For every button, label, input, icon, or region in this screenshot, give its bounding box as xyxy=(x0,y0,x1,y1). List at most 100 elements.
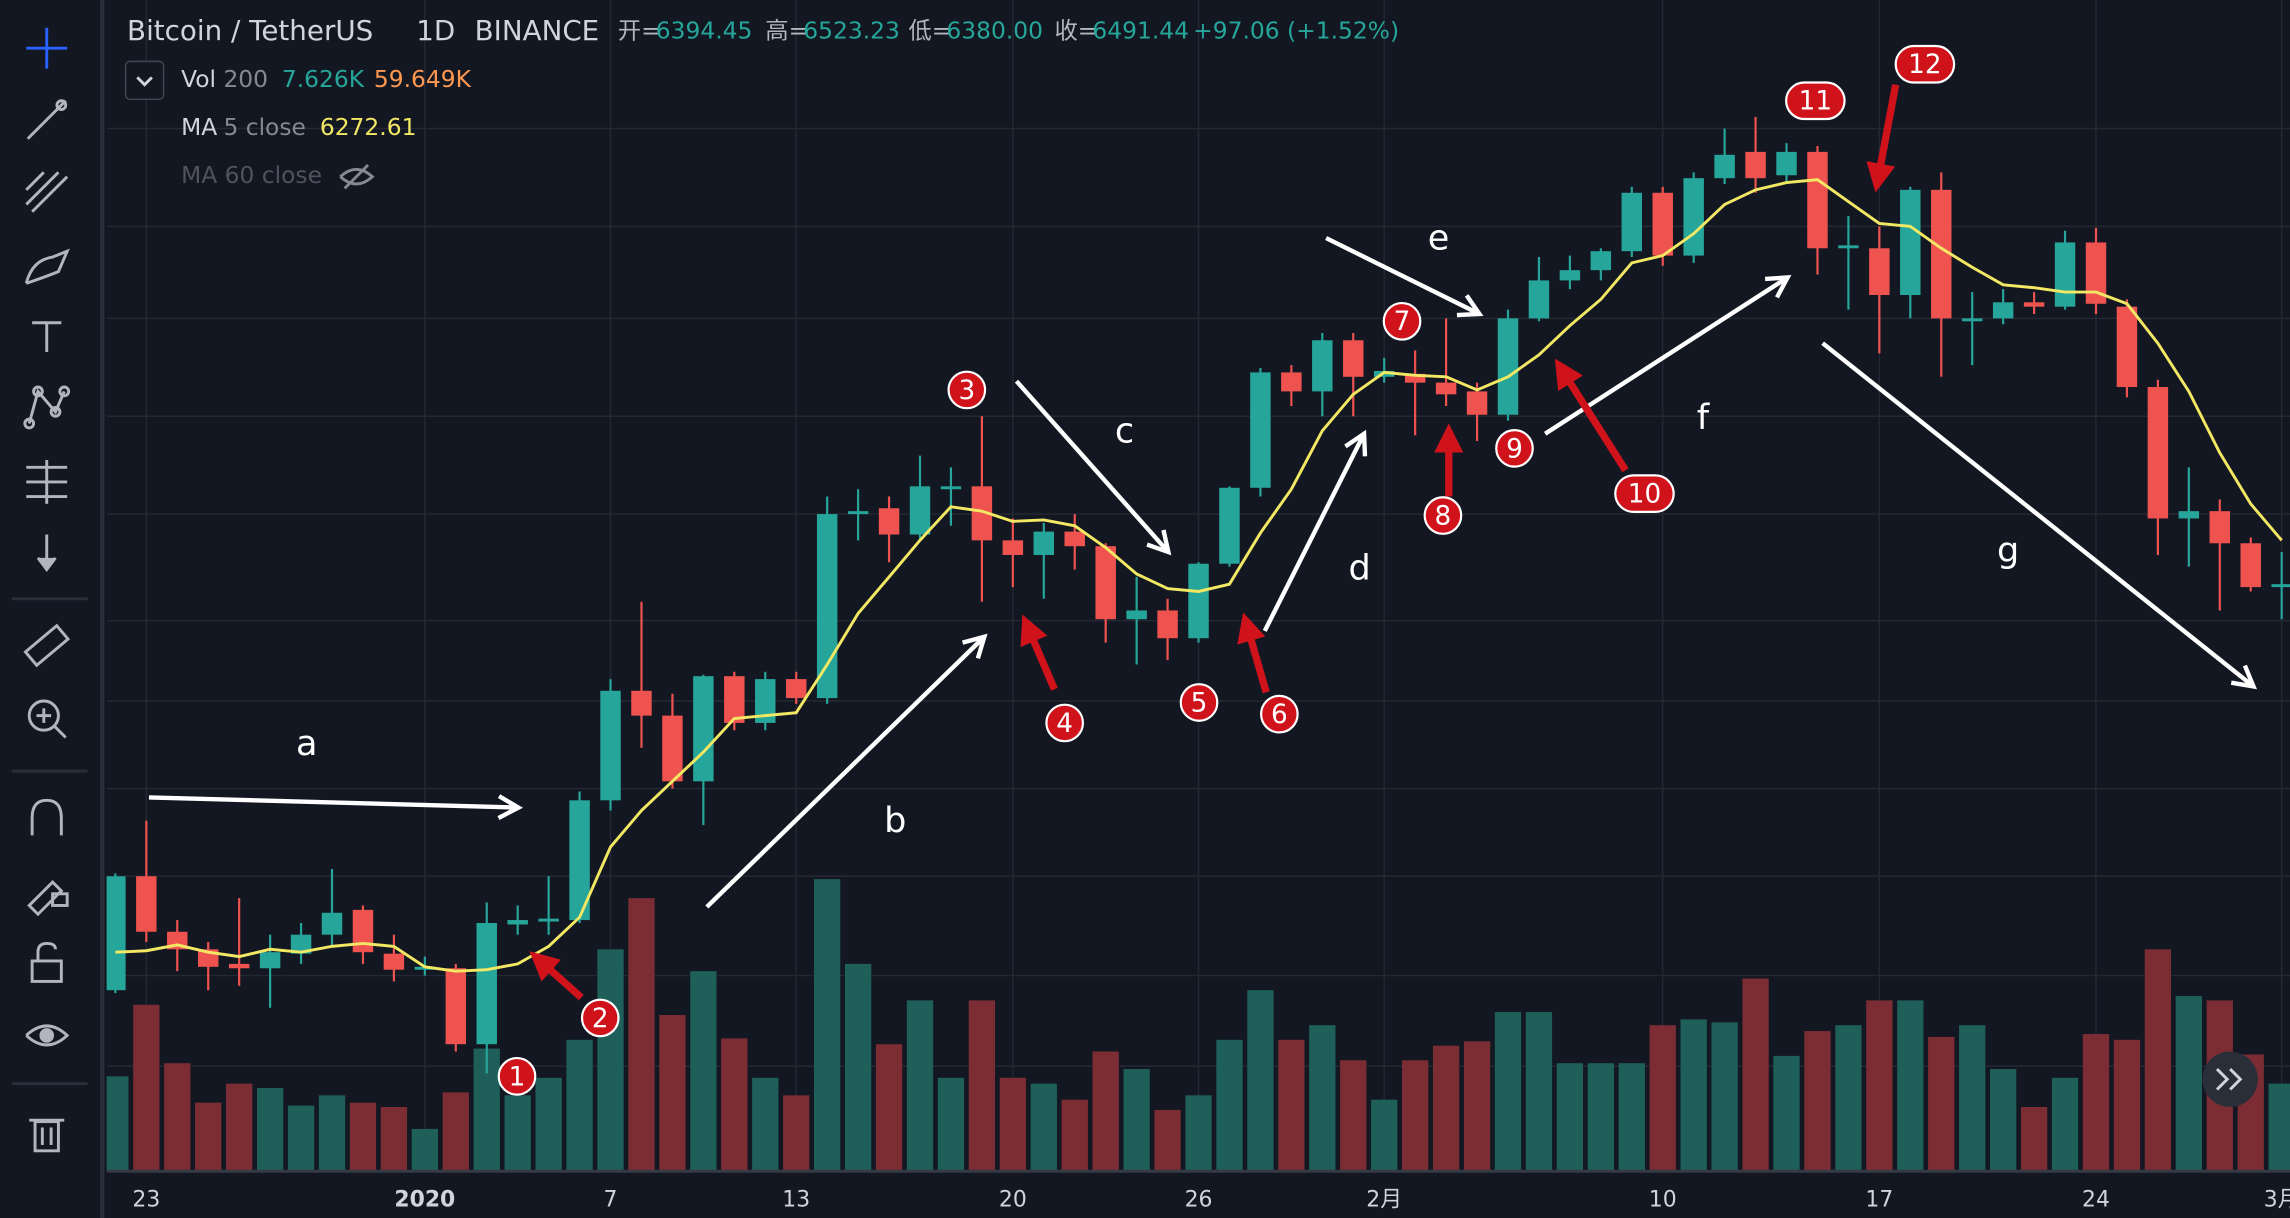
candle-body xyxy=(1745,151,1766,179)
volume-bar xyxy=(1804,1031,1831,1172)
marker-label: 3 xyxy=(958,376,975,406)
x-tick-label: 20 xyxy=(999,1187,1027,1212)
volume-bar xyxy=(442,1092,469,1172)
lock-drawing-tool[interactable] xyxy=(27,880,69,917)
scroll-circle[interactable] xyxy=(2202,1051,2258,1108)
ohlc-value: 6491.44 xyxy=(1092,17,1189,45)
marker-label: 6 xyxy=(1271,700,1288,730)
volume-bar xyxy=(1061,1099,1088,1172)
zoom-tool[interactable] xyxy=(27,699,67,739)
candle-body xyxy=(2085,242,2107,304)
magnet-tool[interactable] xyxy=(30,798,63,836)
volume-bar xyxy=(1216,1039,1243,1172)
scroll-icon xyxy=(2215,1068,2243,1091)
marker-label: 9 xyxy=(1506,434,1523,464)
volume-bar xyxy=(1463,1041,1491,1172)
candle-body xyxy=(1559,270,1581,281)
marker-arrows xyxy=(529,84,1900,1001)
brush-tool[interactable] xyxy=(24,248,70,285)
prediction-tool[interactable] xyxy=(26,460,68,504)
arrow-tool[interactable] xyxy=(36,534,57,573)
candle-body xyxy=(1466,391,1488,415)
volume-bar xyxy=(2175,996,2202,1172)
arrow xyxy=(1237,612,1270,694)
candle-body xyxy=(1807,151,1828,249)
volume-bar xyxy=(226,1083,253,1172)
volume-bar xyxy=(844,963,872,1172)
marker-badge xyxy=(1894,44,1956,84)
wave-label: g xyxy=(1997,530,2019,571)
fib-tool[interactable] xyxy=(25,171,69,213)
volume-bar xyxy=(1556,1063,1584,1172)
symbol: Bitcoin / TetherUS xyxy=(127,14,373,47)
volume-bar xyxy=(566,1039,593,1172)
candle-body xyxy=(971,486,993,541)
volume-bar xyxy=(1928,1036,1955,1172)
candle-body xyxy=(1157,610,1178,639)
interval[interactable]: 1D xyxy=(416,14,455,47)
vol-name: Vol xyxy=(181,65,216,93)
volume-bar xyxy=(1092,1051,1119,1172)
volume-bar xyxy=(1278,1039,1305,1172)
ohlc-value: 6380.00 xyxy=(946,17,1043,45)
ohlc-label: 开= xyxy=(618,17,661,45)
candle-body xyxy=(106,876,126,991)
candle-body xyxy=(1683,178,1704,256)
candle-body xyxy=(755,679,776,723)
volume-bar xyxy=(133,1004,160,1172)
pattern-tool[interactable] xyxy=(23,385,71,430)
marker-label: 1 xyxy=(509,1062,526,1092)
volume-bar xyxy=(1432,1045,1460,1172)
scroll-button[interactable] xyxy=(2202,1051,2258,1108)
vol-ma-value: 59.649K xyxy=(374,65,472,93)
text-tool[interactable] xyxy=(32,321,62,352)
collapse-button[interactable] xyxy=(124,60,165,101)
volume-bar xyxy=(814,879,841,1172)
delete-tool[interactable] xyxy=(29,1118,65,1153)
volume-bar xyxy=(1680,1019,1707,1172)
volume-bar xyxy=(968,1000,996,1172)
candle-body xyxy=(259,952,281,969)
volume-bar xyxy=(2082,1033,2110,1172)
legend: Bitcoin / TetherUS 1D BINANCE 开=6394.45 高… xyxy=(124,14,1399,190)
wave-label: a xyxy=(296,723,317,764)
candle-body xyxy=(631,690,652,716)
ruler-tool[interactable] xyxy=(23,623,71,668)
wave-label: b xyxy=(884,800,906,841)
crosshair-tool[interactable] xyxy=(26,27,68,69)
candle-body xyxy=(1033,531,1055,555)
volume-bar xyxy=(628,898,655,1172)
marker-label: 8 xyxy=(1435,501,1452,531)
volume-bar xyxy=(752,1077,779,1172)
x-tick-label: 10 xyxy=(1649,1187,1677,1212)
arrow xyxy=(1014,379,1168,552)
marker-badge xyxy=(1045,703,1085,743)
trendline-tool[interactable] xyxy=(26,99,68,140)
volume-bar xyxy=(349,1102,377,1172)
candle-body xyxy=(1404,373,1426,383)
lock-tool[interactable] xyxy=(30,941,63,983)
hidden-icon[interactable] xyxy=(339,163,375,190)
candle-body xyxy=(785,679,807,699)
arrow xyxy=(1554,358,1629,473)
candle-body xyxy=(1621,192,1643,252)
candle-body xyxy=(1528,280,1550,319)
volume-bar xyxy=(1990,1069,2017,1172)
candle-body xyxy=(1776,151,1797,176)
ma-line xyxy=(115,178,2283,973)
wave-label: e xyxy=(1428,218,1450,259)
volume-bar xyxy=(690,971,717,1172)
candle-body xyxy=(1064,531,1085,547)
marker-label: 10 xyxy=(1628,480,1661,510)
x-tick-label: 7 xyxy=(604,1187,618,1212)
marker-badge xyxy=(1423,496,1463,535)
toolbar-bg xyxy=(0,0,100,1218)
visibility-tool[interactable] xyxy=(25,1024,70,1047)
volume-bar xyxy=(1123,1069,1150,1172)
volume-bar xyxy=(2268,1083,2290,1172)
marker-label: 12 xyxy=(1908,50,1941,80)
ohlc-value: 6523.23 xyxy=(803,17,900,45)
volume-bar xyxy=(1494,1012,1522,1172)
arrow xyxy=(529,951,584,1001)
